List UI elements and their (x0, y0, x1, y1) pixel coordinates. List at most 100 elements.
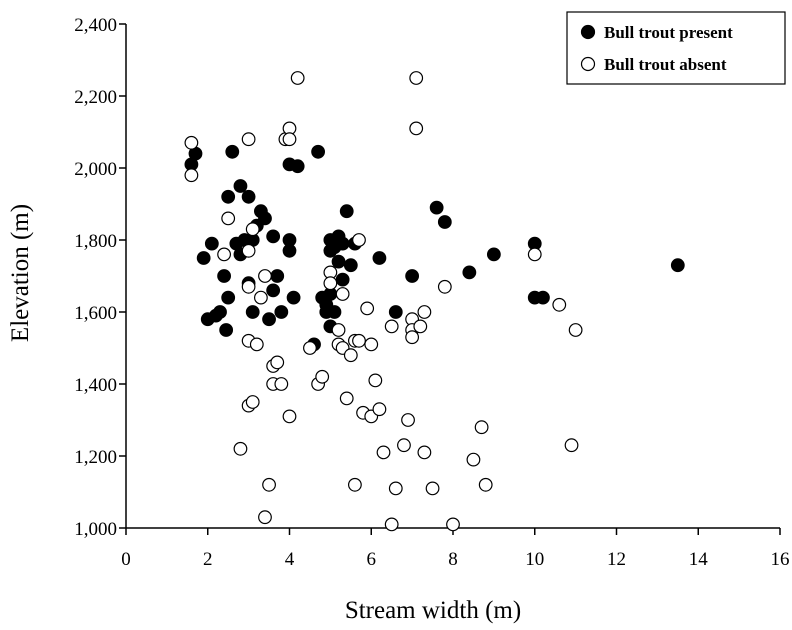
data-point-absent (527, 247, 542, 262)
data-point-present (217, 269, 232, 283)
data-point-absent (184, 135, 199, 150)
data-point-absent (282, 409, 297, 424)
data-point-absent (352, 333, 366, 348)
data-point-present (486, 247, 501, 262)
y-tick-label: 2,200 (74, 87, 117, 108)
data-point-absent (258, 510, 272, 525)
data-point-absent (474, 420, 489, 435)
data-point-absent (221, 211, 236, 226)
legend-marker-present (580, 24, 596, 40)
series-bull-trout-absent (184, 71, 583, 532)
data-point-absent (417, 445, 432, 460)
data-point-present (327, 305, 342, 319)
data-point-absent (241, 279, 256, 294)
data-point-present (204, 236, 219, 251)
data-point-present (241, 189, 256, 204)
data-point-present (311, 144, 326, 159)
data-point-absent (233, 441, 248, 456)
data-point-present (429, 200, 444, 215)
data-point-absent (323, 276, 338, 291)
data-point-absent (368, 373, 383, 388)
data-point-absent (376, 445, 391, 460)
data-point-present (343, 258, 358, 273)
data-point-absent (258, 269, 272, 283)
data-point-absent (262, 477, 276, 492)
legend-box (566, 11, 786, 85)
data-point-absent (348, 477, 362, 492)
data-point-present (233, 179, 248, 193)
data-point-absent (478, 477, 493, 492)
data-point-absent (401, 413, 415, 427)
y-tick-label: 2,400 (74, 15, 117, 36)
data-point-absent (409, 71, 424, 85)
data-point-absent (343, 348, 358, 363)
data-point-absent (397, 438, 411, 453)
data-point-absent (405, 330, 420, 345)
data-point-absent (384, 517, 399, 532)
y-axis-ticks: 1,000 1,200 1,400 1,600 1,800 2,000 2,200 2,400 (74, 15, 126, 540)
data-point-absent (274, 377, 289, 391)
x-axis-title: Stream width (m) (345, 597, 521, 624)
data-point-absent (437, 279, 452, 294)
data-point-present (266, 229, 281, 244)
y-tick-label: 1,400 (74, 375, 117, 396)
y-tick-label: 1,200 (74, 447, 117, 468)
data-point-absent (446, 517, 460, 532)
data-point-absent (352, 233, 366, 247)
x-tick-label: 0 (121, 549, 131, 570)
data-point-absent (241, 132, 256, 147)
chart-legend: Bull trout present Bull trout absent (566, 11, 786, 85)
x-tick-label: 12 (607, 549, 626, 570)
data-point-present (372, 251, 387, 265)
x-tick-label: 10 (525, 549, 544, 570)
data-point-present (245, 305, 260, 319)
data-point-absent (253, 290, 268, 305)
data-point-absent (290, 71, 305, 85)
data-point-present (339, 204, 354, 219)
data-point-absent (564, 438, 579, 453)
legend-label-present: Bull trout present (604, 23, 733, 42)
data-point-present (670, 258, 685, 273)
x-tick-label: 8 (448, 549, 458, 570)
data-point-absent (417, 305, 432, 319)
data-point-present (388, 305, 403, 319)
x-tick-label: 16 (771, 549, 790, 570)
data-point-absent (339, 391, 354, 406)
data-point-present (258, 211, 272, 226)
data-point-present (286, 290, 301, 305)
data-point-present (437, 215, 452, 229)
data-point-absent (315, 369, 330, 384)
data-point-absent (568, 323, 583, 337)
x-tick-label: 2 (203, 549, 213, 570)
x-tick-label: 4 (285, 549, 295, 570)
data-point-present (270, 269, 285, 283)
data-point-present (331, 254, 346, 269)
data-point-absent (409, 121, 424, 136)
data-point-present (462, 265, 477, 280)
data-point-absent (372, 402, 387, 417)
data-point-absent (331, 323, 346, 337)
data-point-absent (217, 247, 232, 262)
legend-label-absent: Bull trout absent (604, 55, 727, 74)
data-point-absent (245, 222, 260, 237)
data-point-present (335, 272, 350, 287)
data-point-present (219, 323, 234, 337)
y-tick-label: 1,800 (74, 231, 117, 252)
y-tick-label: 1,600 (74, 303, 117, 324)
data-point-present (274, 305, 289, 319)
data-point-absent (384, 319, 399, 334)
data-point-present (262, 312, 276, 327)
data-point-present (221, 189, 236, 204)
data-point-absent (282, 132, 297, 147)
data-point-present (282, 243, 297, 258)
x-tick-label: 6 (367, 549, 377, 570)
data-point-present (196, 251, 211, 265)
data-point-present (405, 269, 420, 283)
data-point-absent (245, 395, 260, 409)
data-point-absent (241, 243, 256, 258)
data-point-absent (413, 319, 428, 334)
y-tick-label: 2,000 (74, 159, 117, 180)
data-point-absent (552, 297, 567, 312)
data-point-absent (360, 301, 375, 316)
